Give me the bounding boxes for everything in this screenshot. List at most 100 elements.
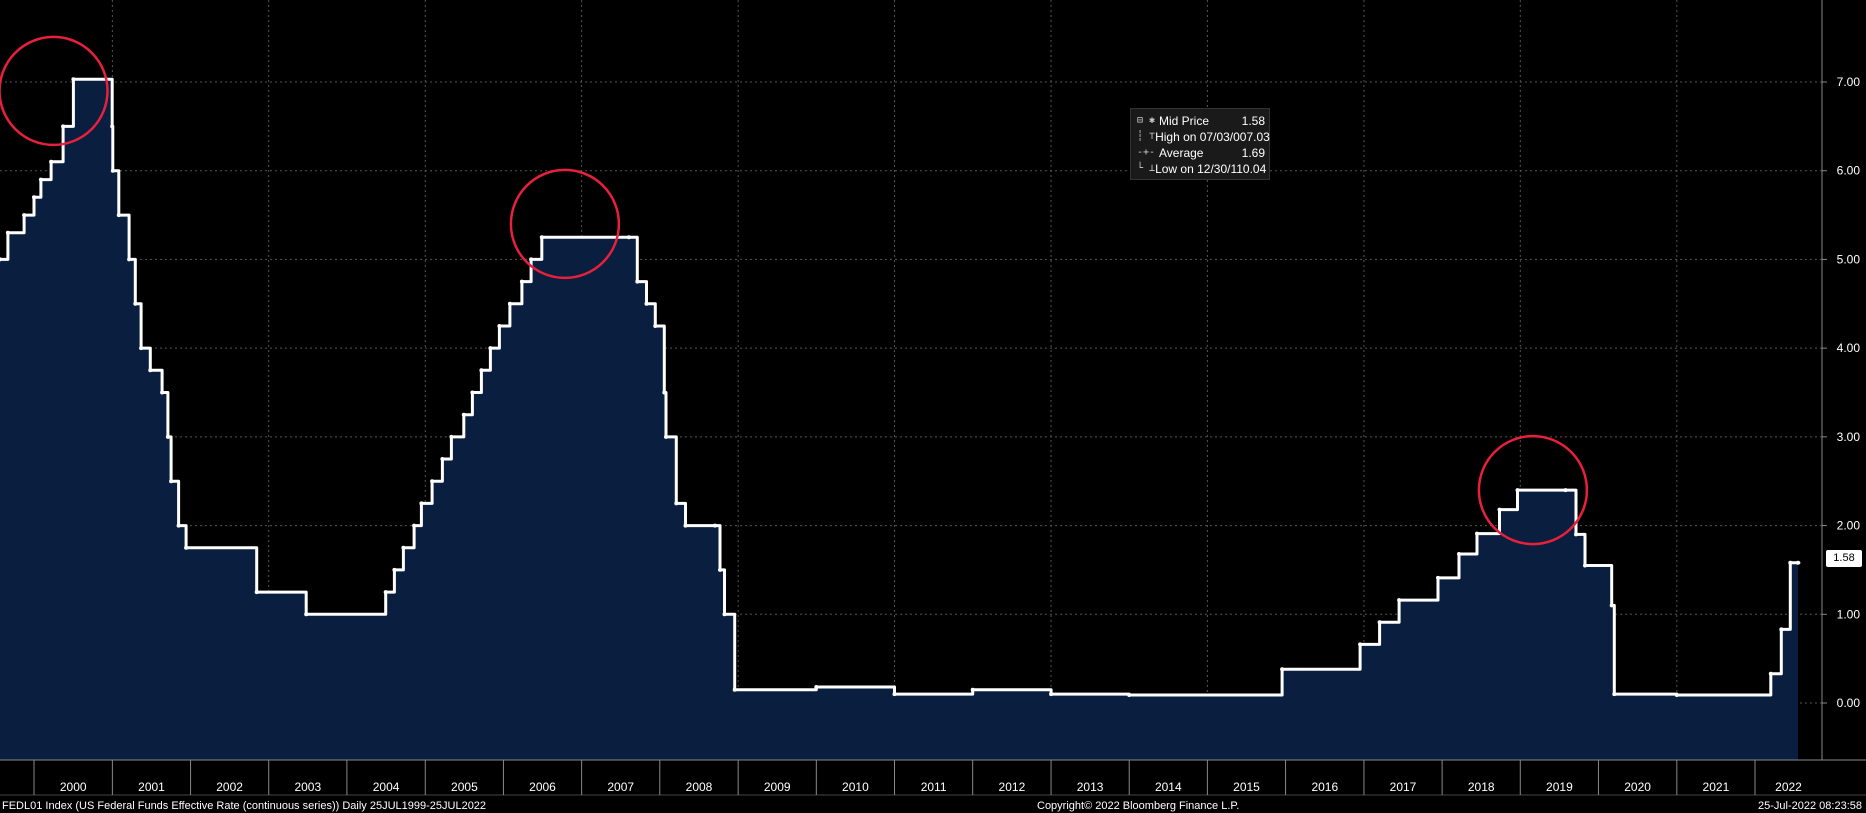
data-point [497,324,502,328]
x-tick-label: 2012 [999,780,1026,794]
data-point [304,612,309,617]
annotation-circle [1477,434,1589,546]
data-point [713,523,717,528]
annotation-circle [509,168,621,280]
x-tick-label: 2013 [1077,780,1104,794]
data-point [0,257,2,262]
footer-timestamp-text: 25-Jul-2022 08:23:58 [1758,800,1862,812]
x-tick-label: 2021 [1703,780,1730,794]
data-point [440,457,445,461]
y-tick-label: 4.00 [1837,341,1861,355]
x-tick-label: 2007 [607,780,634,794]
data-point [970,687,975,692]
data-point [22,213,27,218]
legend-value: 0.04 [1242,162,1267,176]
x-tick-label: 2016 [1311,780,1338,794]
last-price-tag: 1.58 [1826,550,1862,567]
y-tick-label: 7.00 [1837,75,1861,89]
data-point [139,346,144,351]
data-point [254,590,259,595]
legend-label: Average [1159,146,1204,160]
x-tick-label: 2002 [216,780,243,794]
data-point [479,368,484,373]
data-point [507,301,512,306]
data-point [892,692,897,697]
data-point [1497,507,1502,512]
data-point [430,479,435,484]
x-tick-label: 2010 [842,780,869,794]
average-marker-icon: -+- [1137,147,1156,158]
data-point [814,685,819,689]
data-point [176,523,181,528]
data-point [5,230,10,235]
y-tick-label: 0.00 [1837,696,1861,710]
x-tick-label: 2014 [1155,780,1182,794]
high-marker-icon: ┆ ⊤ [1137,131,1156,142]
data-point [184,545,189,550]
data-point [470,390,475,395]
footer-copyright-text: Copyright© 2022 Bloomberg Finance L.P. [1037,800,1239,812]
legend-value: 1.69 [1241,146,1265,160]
data-point [539,235,544,240]
data-point [148,368,153,373]
data-point [653,324,658,328]
data-point [722,612,727,617]
legend-row-high: ┆ ⊤ High on 07/03/00 7.03 [1137,129,1270,145]
x-tick-label: 2020 [1624,780,1651,794]
data-point [519,279,524,284]
data-point [635,279,640,284]
data-point [110,124,115,129]
data-point [1768,671,1773,676]
x-tick-label: 2015 [1233,780,1260,794]
x-tick-label: 2022 [1775,780,1802,794]
data-point [1609,603,1614,608]
data-point [412,523,417,528]
footer: FEDL01 Index (US Federal Funds Effective… [2,800,1862,812]
y-tick-label: 2.00 [1837,519,1861,533]
x-tick-label: 2011 [921,780,947,794]
area-layer [0,77,1801,761]
data-point [1436,575,1440,580]
data-point [127,257,132,262]
x-tick-label: 2006 [529,780,556,794]
legend-row-low: └ ⊥ Low on 12/30/11 0.04 [1137,161,1267,177]
data-point [392,567,397,572]
data-point [664,434,668,439]
annotation-circle [0,35,109,147]
x-tick-label: 2017 [1390,780,1417,794]
annotation-layer [0,35,1589,546]
data-point [110,168,115,173]
data-point [1574,532,1578,537]
series-area-fill [0,79,1799,761]
axis-layer: 7.00 6.00 5.00 4.00 3.00 2.00 1.00 0.00 2000 2001… [0,0,1866,796]
legend-label: High on 07/03/00 [1155,130,1247,144]
data-point [1796,560,1800,565]
data-point [116,213,121,218]
data-point [49,159,54,164]
data-point [449,434,454,439]
data-point [732,687,737,692]
data-point [32,195,36,200]
y-tick-label: 6.00 [1837,164,1861,178]
x-tick-label: 2009 [764,780,791,794]
data-point [169,479,174,484]
data-point [1127,693,1132,697]
data-point [1358,642,1363,647]
data-point [1515,488,1520,493]
data-point [38,177,43,182]
data-point [461,412,466,417]
data-point [1563,488,1568,493]
data-point [383,590,388,595]
data-point [718,567,722,572]
data-point [1049,692,1054,697]
x-tick-label: 2001 [138,780,165,794]
y-tick-label: 3.00 [1837,430,1861,444]
data-point [61,124,66,129]
x-tick-label: 2005 [451,780,478,794]
x-tick-label: 2000 [60,780,87,794]
data-point [1457,552,1461,556]
x-tick-label: 2018 [1468,780,1495,794]
data-point [1583,563,1587,568]
